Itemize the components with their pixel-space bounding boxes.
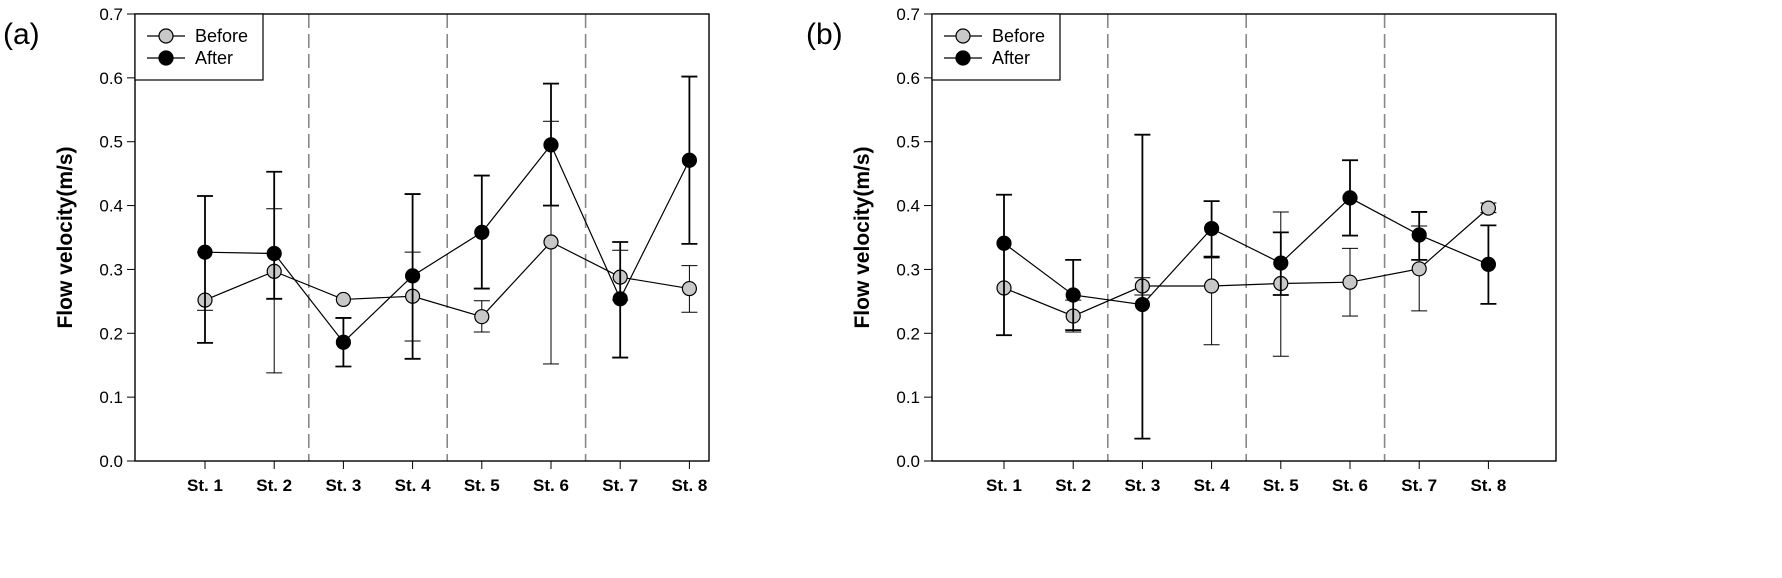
plot-frame bbox=[134, 13, 710, 462]
y-tick-label: 0.5 bbox=[99, 133, 123, 152]
data-point bbox=[681, 152, 698, 168]
data-point bbox=[1411, 227, 1427, 243]
x-tick-label: St. 6 bbox=[533, 476, 569, 495]
chart-panel-1: (a) Flow velocity(m/s) 0.0 0.1 0.2 0.3 0.4 0.5 0… bbox=[3, 5, 710, 495]
data-point bbox=[1342, 274, 1358, 290]
y-tick-label: 0.3 bbox=[896, 260, 920, 279]
y-tick-label: 0.3 bbox=[99, 260, 123, 279]
data-point bbox=[335, 291, 351, 308]
x-tick-label: St. 5 bbox=[464, 476, 500, 495]
data-point bbox=[1065, 287, 1081, 303]
panel-label: (b) bbox=[806, 18, 843, 51]
y-tick-label: 0.0 bbox=[896, 452, 920, 471]
data-point bbox=[1273, 255, 1289, 271]
x-tick-label: St. 5 bbox=[1263, 476, 1299, 495]
legend-label: After bbox=[992, 48, 1030, 68]
panel-label: (a) bbox=[3, 18, 40, 51]
data-point bbox=[543, 234, 559, 250]
data-point bbox=[1411, 261, 1427, 277]
data-point bbox=[1203, 278, 1220, 294]
data-point bbox=[1203, 220, 1220, 237]
legend-marker bbox=[158, 28, 174, 44]
legend-marker bbox=[955, 50, 971, 66]
x-tick-label: St. 4 bbox=[1194, 476, 1230, 495]
x-tick-label: St. 2 bbox=[256, 476, 292, 495]
data-point bbox=[1480, 256, 1497, 272]
x-tick-label: St. 7 bbox=[1401, 476, 1437, 495]
y-tick-label: 0.2 bbox=[896, 324, 920, 343]
series-after bbox=[197, 75, 698, 368]
x-tick-label: St. 2 bbox=[1055, 476, 1091, 495]
data-point bbox=[474, 224, 490, 240]
data-point bbox=[612, 291, 628, 307]
y-tick-label: 0.7 bbox=[896, 5, 920, 24]
y-axis-label: Flow velocity(m/s) bbox=[54, 146, 77, 328]
y-tick-label: 0.6 bbox=[896, 69, 920, 88]
series-line bbox=[1003, 207, 1489, 317]
legend-box bbox=[931, 13, 1061, 81]
y-tick-label: 0.5 bbox=[896, 133, 920, 152]
legend-marker bbox=[955, 28, 971, 44]
legend-label: Before bbox=[195, 26, 248, 46]
data-point bbox=[543, 137, 559, 153]
y-tick-label: 0.0 bbox=[99, 452, 123, 471]
legend-marker bbox=[158, 50, 174, 66]
y-axis-label: Flow velocity(m/s) bbox=[851, 146, 874, 328]
legend-box bbox=[134, 13, 264, 81]
x-tick-label: St. 8 bbox=[1470, 476, 1506, 495]
data-point bbox=[405, 268, 421, 284]
data-point bbox=[681, 280, 698, 297]
series-line bbox=[204, 143, 690, 344]
y-tick-label: 0.6 bbox=[99, 69, 123, 88]
data-point bbox=[1134, 296, 1151, 313]
data-point bbox=[335, 334, 351, 350]
legend-label: After bbox=[195, 48, 233, 68]
data-point bbox=[197, 244, 213, 260]
series-before bbox=[996, 200, 1497, 357]
data-point bbox=[474, 309, 490, 325]
x-tick-label: St. 3 bbox=[1124, 476, 1160, 495]
x-tick-label: St. 4 bbox=[395, 476, 431, 495]
x-tick-label: St. 7 bbox=[602, 476, 638, 495]
y-tick-label: 0.1 bbox=[99, 388, 123, 407]
x-tick-label: St. 3 bbox=[325, 476, 361, 495]
plot-frame bbox=[931, 13, 1557, 462]
y-tick-label: 0.4 bbox=[896, 197, 920, 216]
data-point bbox=[996, 235, 1012, 251]
legend-label: Before bbox=[992, 26, 1045, 46]
x-tick-label: St. 8 bbox=[671, 476, 707, 495]
y-tick-label: 0.4 bbox=[99, 197, 123, 216]
series-line bbox=[1003, 197, 1489, 306]
data-point bbox=[266, 245, 282, 262]
series-line bbox=[204, 241, 690, 318]
x-tick-label: St. 1 bbox=[986, 476, 1022, 495]
x-tick-label: St. 6 bbox=[1332, 476, 1368, 495]
data-point bbox=[1480, 200, 1497, 216]
series-after bbox=[996, 133, 1497, 440]
y-tick-label: 0.7 bbox=[99, 5, 123, 24]
y-tick-label: 0.2 bbox=[99, 324, 123, 343]
data-point bbox=[1342, 190, 1358, 206]
x-tick-label: St. 1 bbox=[187, 476, 223, 495]
y-tick-label: 0.1 bbox=[896, 388, 920, 407]
chart-panel-2: (b) Flow velocity(m/s) 0.0 0.1 0.2 0.3 0.4 0.5 0… bbox=[806, 5, 1557, 495]
